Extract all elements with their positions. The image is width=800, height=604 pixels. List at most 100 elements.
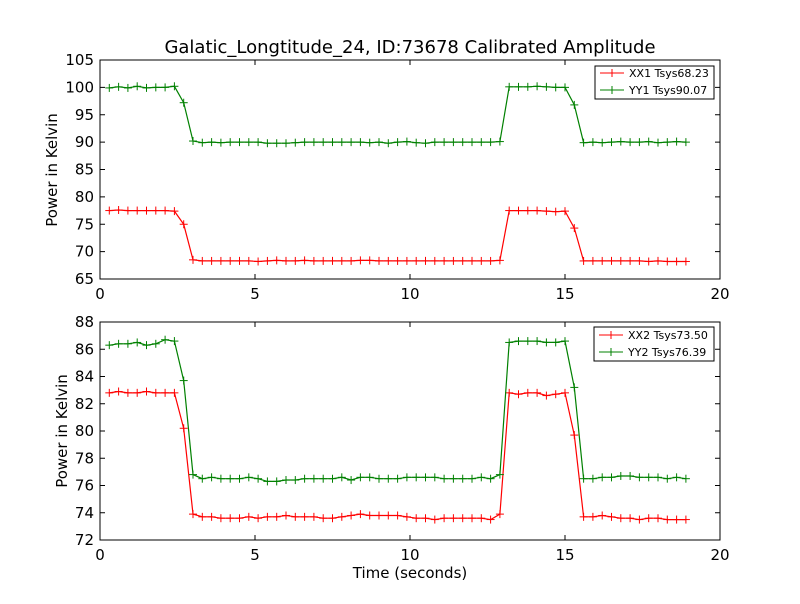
top-point-yy1	[319, 138, 328, 147]
bottom-point-yy2	[579, 474, 588, 483]
top-point-xx1	[216, 256, 225, 265]
bottom-point-xx2	[226, 514, 235, 523]
bottom-point-yy2	[291, 476, 300, 485]
bottom-point-xx2	[384, 511, 393, 520]
top-point-xx1	[505, 206, 514, 215]
bottom-point-yy2	[458, 474, 467, 483]
bottom-point-xx2	[291, 512, 300, 521]
top-point-xx1	[300, 256, 309, 265]
top-point-xx1	[356, 256, 365, 265]
bottom-point-yy2	[142, 341, 151, 350]
top-point-xx1	[170, 207, 179, 216]
bottom-point-yy2	[533, 337, 542, 346]
bottom-xlabel: Time (seconds)	[352, 564, 468, 582]
top-point-xx1	[663, 257, 672, 266]
top-point-xx1	[133, 206, 142, 215]
bottom-point-yy2	[235, 474, 244, 483]
top-ytick-label: 85	[75, 161, 94, 179]
top-point-yy1	[402, 137, 411, 146]
bottom-point-yy2	[654, 473, 662, 482]
top-point-yy1	[440, 138, 449, 147]
top-point-xx1	[542, 207, 551, 216]
top-point-yy1	[626, 138, 635, 147]
top-point-xx1	[440, 256, 449, 265]
bottom-ticks-layer: 0 5 10 15 20 72 74 76 78 80 82 84 86 88	[75, 313, 730, 564]
bottom-ytick-label: 76	[75, 477, 94, 495]
top-point-xx1	[570, 224, 579, 233]
top-point-yy1	[663, 138, 672, 147]
top-point-yy1	[375, 138, 383, 147]
bottom-point-xx2	[142, 387, 151, 396]
bottom-point-xx2	[309, 512, 318, 521]
top-point-xx1	[263, 256, 272, 265]
bottom-point-yy2	[384, 474, 393, 483]
bottom-point-xx2	[663, 515, 672, 524]
top-ylabel: Power in Kelvin	[43, 113, 61, 227]
top-point-xx1	[309, 256, 318, 265]
top-point-yy1	[542, 82, 551, 91]
bottom-point-yy2	[216, 474, 225, 483]
bottom-point-yy2	[421, 473, 430, 482]
bottom-point-xx2	[533, 388, 542, 397]
top-point-yy1	[477, 138, 486, 147]
bottom-point-xx2	[198, 512, 207, 521]
top-point-yy1	[412, 138, 421, 147]
top-point-yy1	[114, 82, 123, 91]
bottom-point-yy2	[393, 474, 402, 483]
top-legend-box	[594, 65, 715, 100]
top-point-xx1	[579, 256, 588, 265]
bottom-ytick-label: 72	[75, 531, 94, 549]
top-point-xx1	[291, 256, 300, 265]
bottom-point-xx2	[207, 512, 216, 521]
bottom-point-yy2	[347, 476, 356, 485]
top-point-xx1	[226, 256, 235, 265]
bottom-ytick-label: 78	[75, 449, 94, 467]
top-point-xx1	[337, 256, 346, 265]
bottom-point-xx2	[179, 424, 188, 433]
top-point-yy1	[161, 83, 170, 92]
bottom-point-xx2	[468, 514, 476, 523]
bottom-point-yy2	[365, 473, 374, 482]
bottom-point-yy2	[170, 337, 179, 346]
bottom-point-yy2	[300, 474, 309, 483]
bottom-point-xx2	[263, 512, 272, 521]
top-point-xx1	[635, 256, 644, 265]
top-point-xx1	[449, 256, 458, 265]
top-point-yy1	[263, 139, 272, 148]
bottom-point-xx2	[542, 391, 551, 400]
top-point-xx1	[198, 256, 207, 265]
bottom-point-xx2	[561, 388, 569, 397]
bottom-point-xx2	[626, 514, 635, 523]
bottom-point-yy2	[114, 339, 123, 348]
top-point-yy1	[598, 138, 607, 147]
bottom-point-xx2	[105, 388, 114, 397]
bottom-point-yy2	[263, 477, 272, 486]
top-ytick-label: 70	[75, 243, 94, 261]
top-point-xx1	[672, 257, 681, 266]
top-point-yy1	[430, 138, 439, 147]
top-point-yy1	[189, 137, 197, 146]
top-point-yy1	[365, 138, 374, 147]
top-point-yy1	[533, 82, 542, 91]
top-point-xx1	[588, 256, 597, 265]
top-point-yy1	[300, 138, 309, 147]
top-point-xx1	[384, 256, 393, 265]
bottom-point-yy2	[635, 473, 644, 482]
bottom-ytick-label: 80	[75, 422, 94, 440]
bottom-point-xx2	[300, 512, 309, 521]
top-point-yy1	[226, 138, 235, 147]
bottom-point-yy2	[179, 376, 188, 385]
bottom-point-xx2	[151, 388, 160, 397]
bottom-point-xx2	[551, 390, 560, 399]
top-series-layer	[105, 82, 690, 266]
bottom-point-yy2	[356, 473, 365, 482]
bottom-point-yy2	[207, 473, 216, 482]
bottom-point-yy2	[151, 339, 160, 348]
bottom-point-yy2	[430, 473, 439, 482]
bottom-point-yy2	[412, 473, 421, 482]
top-point-yy1	[616, 137, 625, 146]
bottom-point-xx2	[598, 511, 607, 520]
bottom-point-yy2	[663, 474, 672, 483]
top-point-yy1	[337, 138, 346, 147]
top-point-yy1	[561, 83, 569, 92]
